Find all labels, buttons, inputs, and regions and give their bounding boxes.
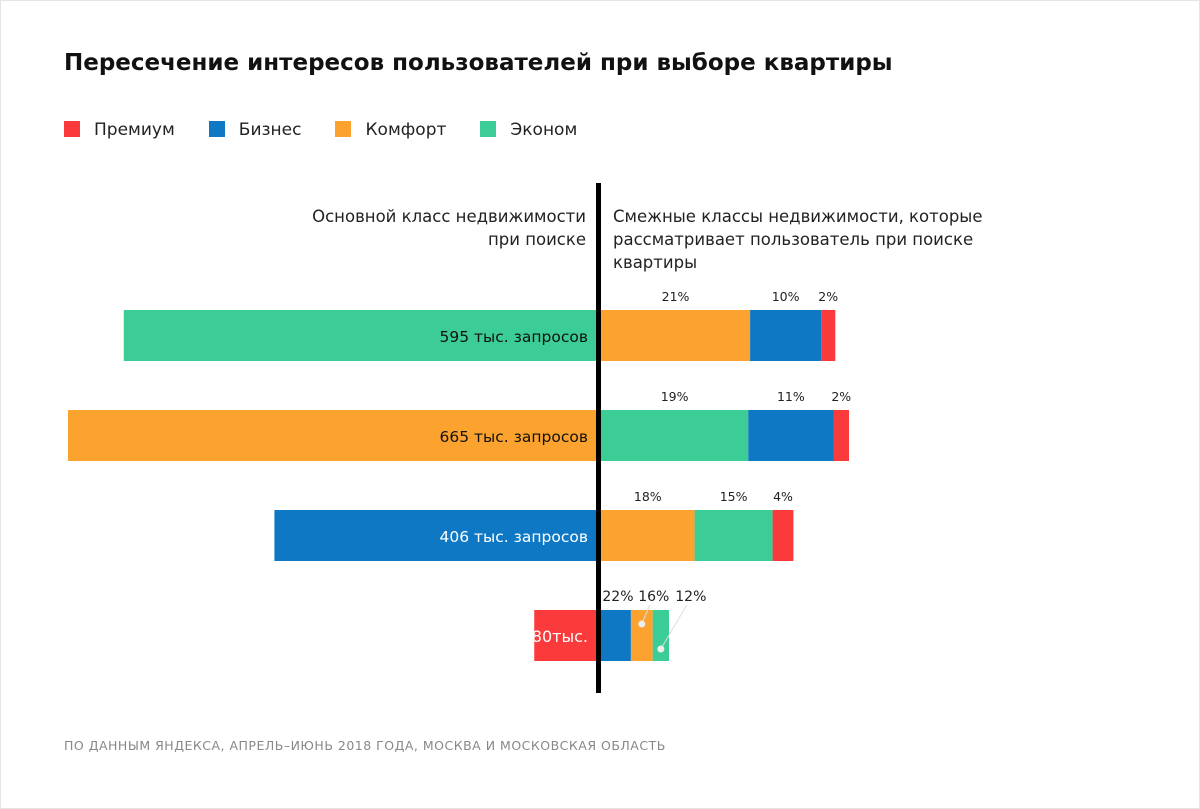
legend-swatch [64, 121, 80, 137]
left-header: Основной класс недвижимости при поиске [312, 207, 586, 249]
percent-label: 4% [773, 489, 793, 504]
center-axis [596, 183, 601, 693]
adjacent-segment [833, 410, 849, 461]
percent-label: 11% [777, 389, 805, 404]
adjacent-segment [772, 510, 794, 561]
leader-dot [657, 645, 665, 653]
legend-item: Премиум [64, 120, 175, 140]
adjacent-segment [652, 610, 669, 661]
adjacent-segment [601, 410, 749, 461]
percent-label: 15% [720, 489, 748, 504]
right-header: Смежные классы недвижимости, которые рас… [613, 207, 983, 272]
percent-label: 2% [818, 289, 838, 304]
adjacent-segment [750, 310, 822, 361]
footer-source: ПО ДАННЫМ ЯНДЕКСА, АПРЕЛЬ–ИЮНЬ 2018 ГОДА… [64, 738, 666, 753]
legend-swatch [480, 121, 497, 137]
legend-label: Премиум [94, 120, 175, 140]
legend-label: Эконом [510, 120, 578, 140]
leader-line [660, 604, 688, 650]
main-bar [534, 610, 598, 661]
adjacent-segment [748, 410, 834, 461]
percent-label: 18% [634, 489, 662, 504]
main-bar-label: 406 тыс. запросов [440, 528, 589, 546]
leader-dot [638, 620, 646, 628]
legend-item: Эконом [480, 120, 577, 140]
adjacent-segment [821, 310, 836, 361]
percent-label: 10% [772, 289, 800, 304]
adjacent-segment [601, 610, 631, 661]
percent-label: 22% [602, 589, 633, 605]
adjacent-segment [630, 610, 653, 661]
chart-title: Пересечение интересов пользователей при … [64, 50, 893, 76]
legend-item: Комфорт [335, 120, 446, 140]
percent-label: 12% [675, 589, 706, 605]
legend-swatch [335, 121, 352, 137]
main-bar-label: 665 тыс. запросов [440, 428, 589, 446]
main-bar [123, 310, 598, 361]
main-bar [274, 510, 598, 561]
adjacent-segment [601, 310, 751, 361]
percent-label: 16% [638, 589, 669, 605]
percent-label: 21% [662, 289, 690, 304]
adjacent-segment [694, 510, 773, 561]
legend-item: Бизнес [208, 120, 302, 140]
main-bar-label: 595 тыс. запросов [440, 328, 589, 346]
main-bar [67, 410, 599, 461]
adjacent-segment [601, 510, 695, 561]
percent-label: 2% [831, 389, 851, 404]
percent-label: 19% [661, 389, 689, 404]
legend-swatch [208, 121, 225, 137]
legend-label: Бизнес [238, 120, 302, 140]
main-bar-label: 80тыс. [532, 627, 588, 646]
legend-label: Комфорт [365, 120, 447, 140]
legend: Премиум Бизнес Комфорт Эконом [64, 120, 577, 140]
